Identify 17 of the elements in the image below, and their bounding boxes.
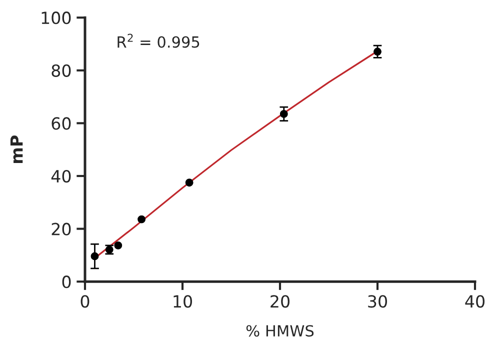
x-tick-label: 20 <box>270 295 290 308</box>
point <box>114 241 122 250</box>
y-tick-label: 60 <box>52 117 71 130</box>
point <box>185 178 194 187</box>
y-tick-label: 20 <box>52 222 71 236</box>
y-tick-label: 0 <box>62 276 71 288</box>
y-tick-label: 80 <box>52 64 71 77</box>
annotation: R$^{2}$ = 0.995 <box>118 34 200 48</box>
y-tick-label: 100 <box>42 12 71 24</box>
x-tick-label: 0 <box>80 295 90 308</box>
y-tick-label: 40 <box>51 170 71 183</box>
point <box>138 215 146 224</box>
x-axis-title: % HMWS <box>246 325 314 337</box>
x-tick-label: 40 <box>465 295 484 308</box>
x-tick-label: 10 <box>174 295 192 308</box>
y-axis-title: mP <box>10 135 23 164</box>
x-tick-label: 30 <box>368 295 387 308</box>
